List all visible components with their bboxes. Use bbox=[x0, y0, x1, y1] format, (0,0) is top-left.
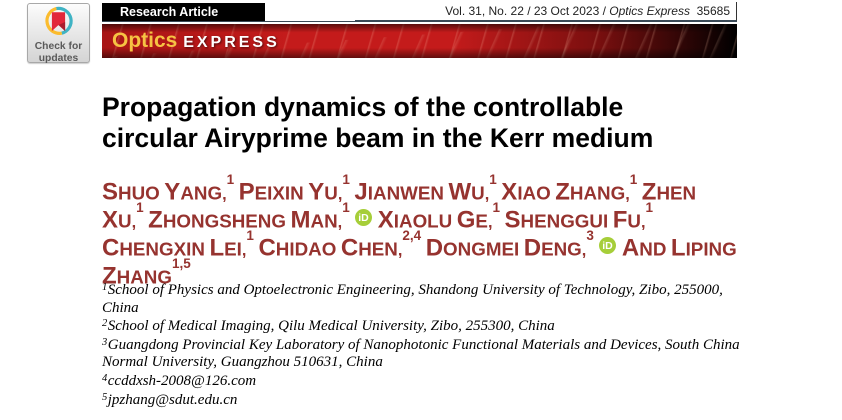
svg-text:iD: iD bbox=[358, 213, 369, 225]
svg-text:iD: iD bbox=[603, 240, 614, 252]
